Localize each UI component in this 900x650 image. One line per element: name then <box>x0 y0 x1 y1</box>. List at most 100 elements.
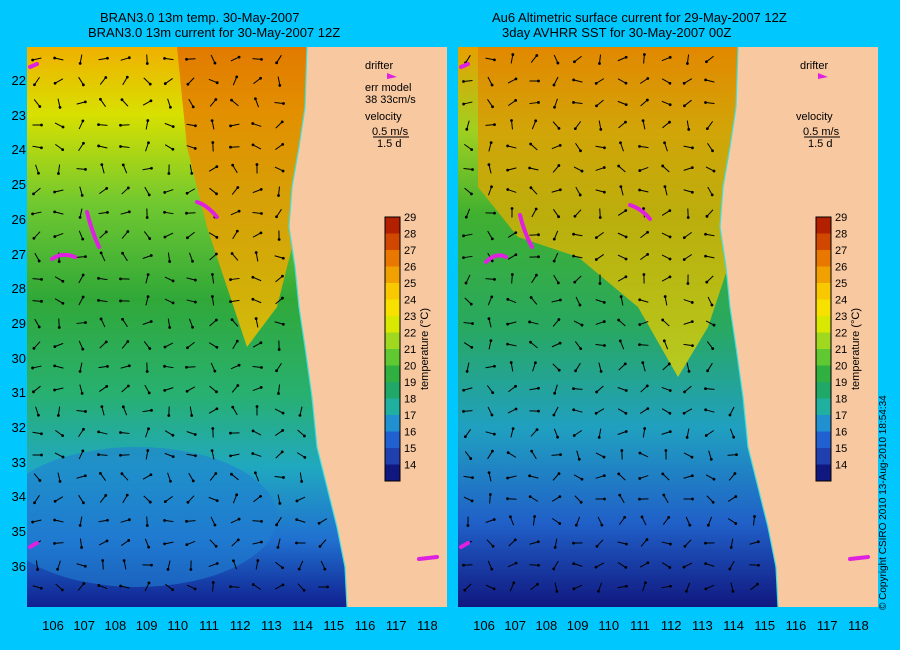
current-arrow-head <box>57 260 61 263</box>
current-arrow <box>575 362 581 372</box>
current-arrow-head <box>617 472 621 476</box>
left-map-panel[interactable]: drifter err model 38 33cm/s velocity 0.5… <box>27 47 447 607</box>
current-arrow-head <box>171 301 175 305</box>
current-arrow <box>165 583 173 591</box>
current-arrow-head <box>756 540 760 544</box>
current-arrow <box>463 387 473 391</box>
current-arrow <box>661 541 671 545</box>
colorbar-tick-label: 22 <box>835 328 847 340</box>
current-arrow-head <box>491 391 495 395</box>
current-arrow-head <box>557 472 561 476</box>
current-arrow <box>232 406 238 416</box>
current-arrow-head <box>646 252 650 256</box>
current-arrow <box>573 430 583 436</box>
current-arrow-head <box>215 165 219 169</box>
current-arrow-head <box>537 233 540 237</box>
current-arrow-head <box>638 169 642 172</box>
current-arrow <box>642 362 646 372</box>
current-arrow <box>511 120 513 130</box>
current-arrow <box>507 498 517 500</box>
current-arrow <box>683 78 693 84</box>
current-arrow-head <box>644 581 647 585</box>
current-arrow <box>252 520 262 522</box>
current-arrow <box>231 253 239 261</box>
current-arrow <box>32 57 42 61</box>
longitude-tick: 113 <box>692 618 713 633</box>
current-arrow-head <box>251 122 255 125</box>
current-arrow <box>531 120 537 130</box>
current-arrow <box>122 252 128 262</box>
current-arrow-head <box>557 368 561 372</box>
colorbar-swatch <box>816 365 831 382</box>
current-arrow <box>595 408 605 414</box>
current-arrow-head <box>537 79 540 83</box>
current-arrow-head <box>625 584 628 588</box>
current-arrow <box>529 167 539 171</box>
current-arrow-head <box>462 409 465 413</box>
current-arrow-head <box>186 82 190 86</box>
current-arrow-head <box>163 519 166 522</box>
current-arrow <box>34 494 40 504</box>
current-arrow-head <box>506 322 510 326</box>
right-current-arrows <box>462 53 760 593</box>
right-map-panel[interactable]: drifter velocity 0.5 m/s 1.5 d 29 28 27 26 2… <box>458 47 878 607</box>
current-arrow-head <box>229 145 232 149</box>
current-arrow <box>707 142 713 152</box>
current-arrow <box>165 495 173 503</box>
right-warm-water <box>478 47 748 377</box>
current-arrow-head <box>709 457 713 461</box>
colorbar-swatch <box>385 398 400 415</box>
current-arrow-head <box>682 411 686 415</box>
current-arrow <box>189 252 193 262</box>
current-arrow-head <box>533 361 537 365</box>
longitude-tick: 115 <box>323 618 345 633</box>
current-arrow-head <box>281 411 285 415</box>
current-arrow-head <box>661 318 665 322</box>
current-arrow-head <box>213 61 217 65</box>
current-arrow <box>102 560 104 570</box>
current-arrow-head <box>185 543 189 547</box>
current-arrow <box>684 539 692 547</box>
current-arrow <box>318 518 328 524</box>
current-arrow-head <box>729 546 733 549</box>
current-arrow-head <box>37 259 41 263</box>
current-arrow <box>487 76 493 86</box>
drifter-icon <box>818 73 828 79</box>
current-arrow-head <box>594 411 598 415</box>
current-arrow-head <box>33 83 36 87</box>
current-arrow-head <box>706 369 710 373</box>
current-arrow-head <box>578 303 582 307</box>
current-arrow <box>552 121 560 129</box>
current-arrow <box>79 362 83 372</box>
current-arrow-head <box>645 384 649 388</box>
current-arrow-head <box>642 53 646 56</box>
current-arrow-head <box>490 259 494 263</box>
current-arrow-head <box>534 119 538 123</box>
current-arrow-head <box>710 303 714 307</box>
current-arrow-head <box>167 414 171 417</box>
current-arrow-head <box>251 275 255 279</box>
current-arrow-head <box>712 323 716 327</box>
current-arrow-head <box>492 432 496 436</box>
current-arrow <box>211 296 215 306</box>
current-arrow-head <box>37 171 40 175</box>
current-arrow-head <box>122 559 126 562</box>
current-arrow <box>252 232 262 238</box>
current-arrow-head <box>146 273 150 277</box>
longitude-tick: 114 <box>292 618 313 633</box>
current-arrow <box>320 560 326 570</box>
current-arrow-head <box>38 479 42 482</box>
current-arrow-head <box>668 275 672 279</box>
left-map-svg: drifter err model 38 33cm/s velocity 0.5… <box>27 47 447 607</box>
colorbar-swatch <box>816 299 831 316</box>
current-arrow-head <box>470 499 474 503</box>
latitude-tick: 23 <box>11 107 26 123</box>
current-arrow <box>620 296 624 306</box>
current-arrow <box>664 296 668 306</box>
current-arrow <box>729 406 735 416</box>
latitude-tick: 27 <box>11 246 26 262</box>
current-arrow-head <box>690 320 694 324</box>
current-arrow-head <box>214 318 218 322</box>
current-arrow-head <box>645 538 649 541</box>
current-arrow-head <box>229 454 232 458</box>
